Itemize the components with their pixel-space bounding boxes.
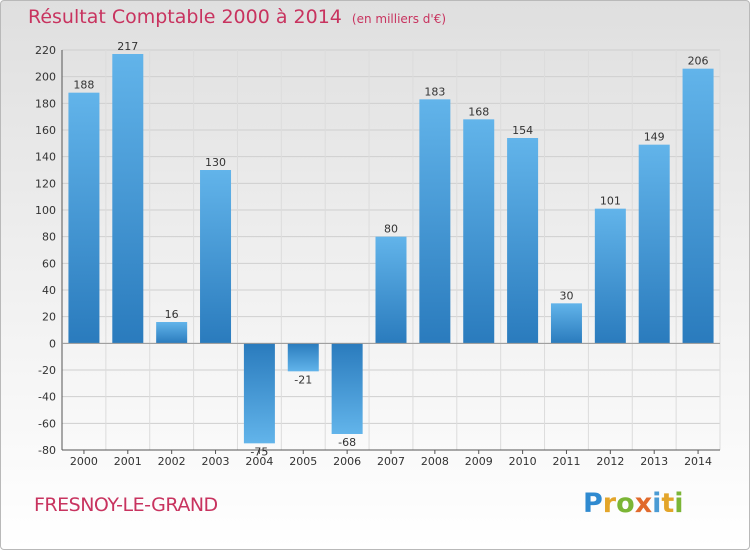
y-tick-label: 100 xyxy=(35,204,56,217)
y-tick-label: -60 xyxy=(38,417,56,430)
bar-2002 xyxy=(156,322,188,344)
bar-2005 xyxy=(287,343,319,372)
x-tick-label-2014: 2014 xyxy=(684,455,712,468)
x-tick-label-2005: 2005 xyxy=(289,455,317,468)
bar-2011 xyxy=(550,303,582,344)
town-name: FRESNOY-LE-GRAND xyxy=(34,494,218,516)
value-label-2002: 16 xyxy=(165,308,179,321)
value-label-2013: 149 xyxy=(644,131,665,144)
y-tick-label: 20 xyxy=(42,311,56,324)
x-tick-label-2000: 2000 xyxy=(70,455,98,468)
x-tick-label-2002: 2002 xyxy=(158,455,186,468)
value-label-2006: -68 xyxy=(338,436,356,449)
value-label-2004: -75 xyxy=(250,445,268,458)
bar-2001 xyxy=(112,54,144,344)
value-label-2005: -21 xyxy=(294,373,312,386)
y-tick-label: 80 xyxy=(42,231,56,244)
y-tick-label: 60 xyxy=(42,257,56,270)
y-tick-label: 180 xyxy=(35,97,56,110)
bar-2014 xyxy=(682,68,714,344)
x-tick-label-2001: 2001 xyxy=(114,455,142,468)
chart-title-text: Résultat Comptable 2000 à 2014 xyxy=(28,6,342,28)
bar-2013 xyxy=(638,144,670,344)
y-tick-label: 120 xyxy=(35,177,56,190)
value-label-2009: 168 xyxy=(468,105,489,118)
bar-2009 xyxy=(463,119,495,344)
bar-2008 xyxy=(419,99,451,344)
y-tick-label: 0 xyxy=(49,337,56,350)
bar-2004 xyxy=(243,343,275,444)
y-tick-label: 200 xyxy=(35,71,56,84)
y-tick-label: 40 xyxy=(42,284,56,297)
x-tick-label-2012: 2012 xyxy=(596,455,624,468)
y-tick-label: -40 xyxy=(38,391,56,404)
y-tick-label: -80 xyxy=(38,444,56,457)
chart-title: Résultat Comptable 2000 à 2014 (en millie… xyxy=(28,6,446,28)
bar-2012 xyxy=(594,208,626,344)
value-label-2001: 217 xyxy=(117,40,138,53)
x-tick-label-2011: 2011 xyxy=(552,455,580,468)
value-label-2011: 30 xyxy=(559,289,573,302)
x-tick-label-2004: 2004 xyxy=(245,455,273,468)
x-tick-label-2008: 2008 xyxy=(421,455,449,468)
proxiti-logo: Proxiti xyxy=(583,488,684,519)
value-label-2003: 130 xyxy=(205,156,226,169)
value-label-2014: 206 xyxy=(688,55,709,68)
y-tick-label: 220 xyxy=(35,44,56,57)
x-tick-label-2013: 2013 xyxy=(640,455,668,468)
bar-2007 xyxy=(375,236,407,344)
bar-2000 xyxy=(68,92,100,344)
bar-2010 xyxy=(507,138,539,344)
y-tick-label: 160 xyxy=(35,124,56,137)
y-tick-label: -20 xyxy=(38,364,56,377)
x-tick-label-2003: 2003 xyxy=(202,455,230,468)
y-tick-label: 140 xyxy=(35,151,56,164)
value-label-2000: 188 xyxy=(73,79,94,92)
value-label-2012: 101 xyxy=(600,195,621,208)
x-tick-label-2010: 2010 xyxy=(509,455,537,468)
value-label-2007: 80 xyxy=(384,223,398,236)
value-label-2010: 154 xyxy=(512,124,533,137)
x-tick-label-2006: 2006 xyxy=(333,455,361,468)
bar-2003 xyxy=(200,170,232,344)
bar-2006 xyxy=(331,343,363,434)
x-tick-label-2007: 2007 xyxy=(377,455,405,468)
chart-subtitle: (en milliers d'€) xyxy=(351,12,447,26)
x-tick-label-2009: 2009 xyxy=(465,455,493,468)
value-label-2008: 183 xyxy=(424,85,445,98)
